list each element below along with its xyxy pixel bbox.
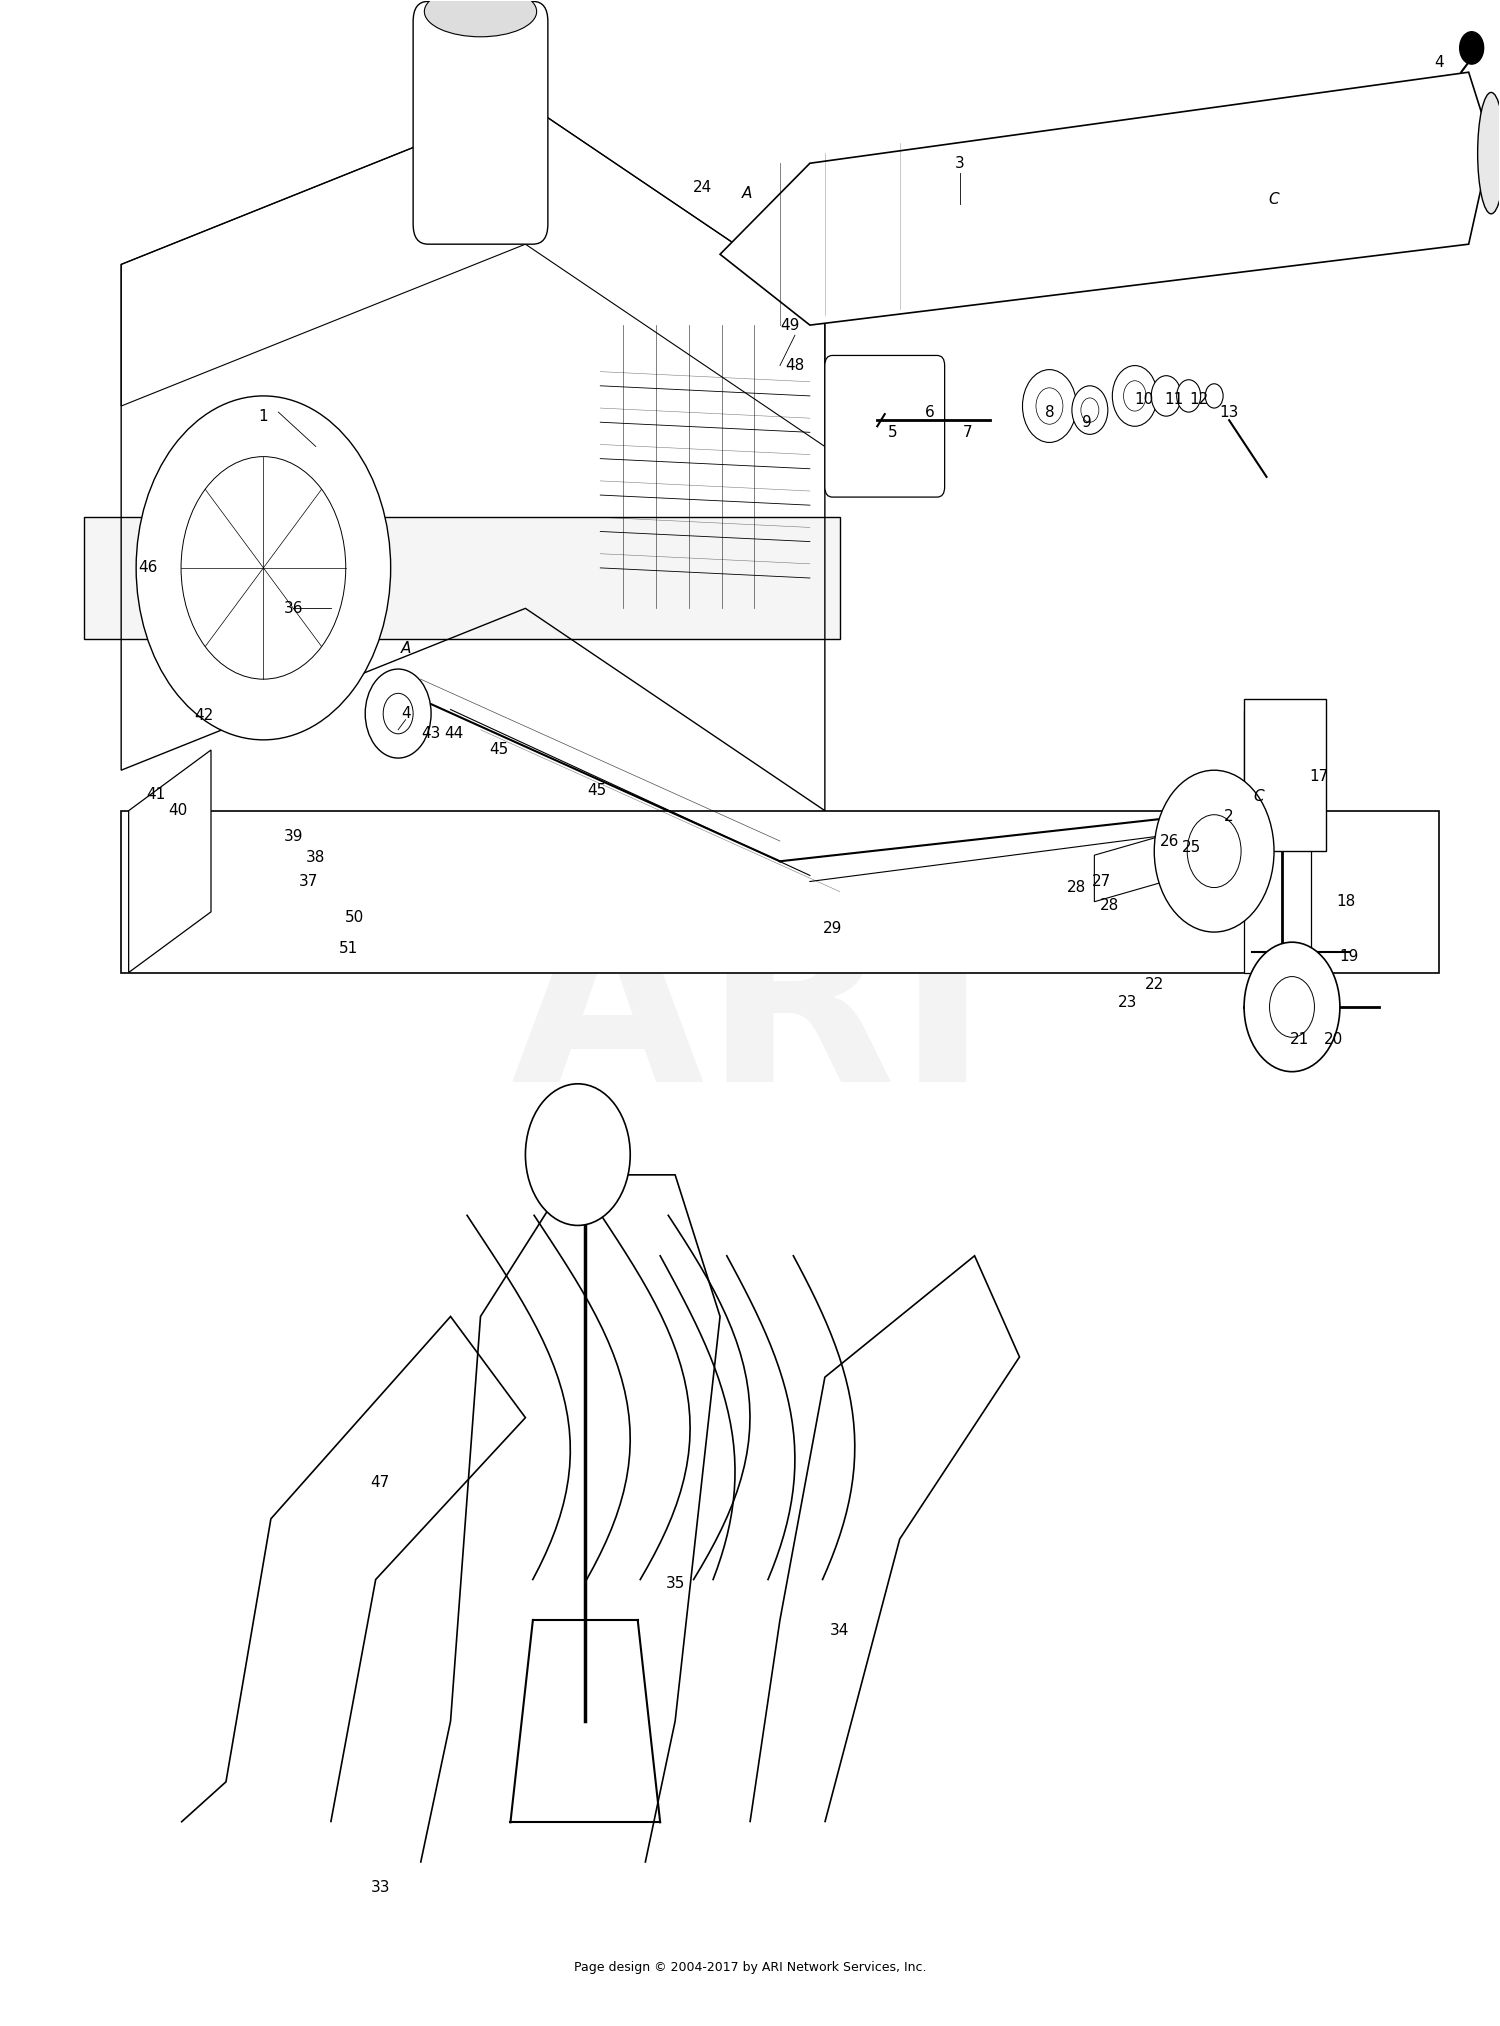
- Text: 12: 12: [1190, 393, 1209, 407]
- Text: 13: 13: [1220, 405, 1239, 419]
- Text: 7: 7: [963, 425, 972, 440]
- Text: 49: 49: [780, 318, 800, 332]
- Text: 41: 41: [146, 786, 165, 802]
- Text: 44: 44: [444, 725, 464, 742]
- Text: 20: 20: [1324, 1031, 1344, 1047]
- Text: 51: 51: [339, 940, 358, 956]
- Circle shape: [1244, 942, 1340, 1072]
- Text: 28: 28: [1066, 879, 1086, 895]
- Circle shape: [1204, 383, 1222, 407]
- Text: 4: 4: [400, 707, 411, 721]
- Text: 9: 9: [1082, 415, 1092, 430]
- Circle shape: [1072, 385, 1108, 434]
- Text: 43: 43: [422, 725, 441, 742]
- Circle shape: [1023, 369, 1077, 442]
- Text: 25: 25: [1182, 839, 1202, 855]
- Text: 27: 27: [1092, 873, 1112, 889]
- Text: 3: 3: [954, 156, 964, 170]
- Ellipse shape: [1478, 93, 1500, 215]
- Text: 19: 19: [1340, 948, 1359, 964]
- Text: 45: 45: [588, 782, 608, 798]
- Polygon shape: [1244, 709, 1311, 972]
- Text: 22: 22: [1144, 977, 1164, 993]
- Text: 23: 23: [1118, 995, 1137, 1011]
- Text: C: C: [1254, 788, 1264, 804]
- Text: 18: 18: [1336, 893, 1356, 910]
- Text: 38: 38: [306, 849, 326, 865]
- Text: 2: 2: [1224, 808, 1234, 825]
- Circle shape: [1152, 375, 1180, 415]
- Circle shape: [136, 395, 390, 739]
- Text: 17: 17: [1310, 768, 1329, 784]
- Text: A: A: [400, 642, 411, 656]
- Text: 21: 21: [1290, 1031, 1310, 1047]
- Text: C: C: [1269, 192, 1280, 207]
- Text: 29: 29: [822, 920, 842, 936]
- Text: 36: 36: [284, 602, 303, 616]
- Text: A: A: [742, 186, 752, 201]
- FancyBboxPatch shape: [413, 2, 548, 245]
- Polygon shape: [720, 73, 1491, 324]
- Text: 39: 39: [284, 829, 303, 845]
- Polygon shape: [129, 750, 212, 972]
- Circle shape: [525, 1084, 630, 1226]
- Ellipse shape: [424, 0, 537, 36]
- Text: 34: 34: [830, 1623, 849, 1637]
- Text: 47: 47: [370, 1475, 390, 1489]
- Text: 37: 37: [298, 873, 318, 889]
- Text: 28: 28: [1100, 898, 1119, 914]
- Polygon shape: [122, 103, 825, 446]
- Text: 46: 46: [138, 561, 158, 575]
- Polygon shape: [84, 517, 840, 638]
- FancyBboxPatch shape: [825, 355, 945, 496]
- Text: 10: 10: [1134, 393, 1154, 407]
- Text: 40: 40: [168, 802, 188, 819]
- FancyBboxPatch shape: [1244, 699, 1326, 851]
- Text: 24: 24: [693, 180, 711, 194]
- Circle shape: [1155, 770, 1274, 932]
- Polygon shape: [1095, 821, 1214, 902]
- Text: 11: 11: [1164, 393, 1184, 407]
- Text: ARI: ARI: [510, 891, 990, 1135]
- Text: 50: 50: [345, 910, 364, 926]
- Circle shape: [1460, 32, 1484, 65]
- Text: 1: 1: [258, 409, 268, 423]
- Text: 48: 48: [786, 359, 804, 373]
- Text: 6: 6: [926, 405, 934, 419]
- Circle shape: [1113, 365, 1156, 425]
- FancyBboxPatch shape: [122, 810, 1438, 972]
- Text: 45: 45: [489, 742, 508, 758]
- Text: 8: 8: [1044, 405, 1054, 419]
- Text: 5: 5: [888, 425, 897, 440]
- Text: 35: 35: [666, 1576, 686, 1590]
- Text: 4: 4: [1434, 55, 1443, 69]
- Circle shape: [1176, 379, 1200, 411]
- Text: 33: 33: [370, 1880, 390, 1894]
- Text: 42: 42: [194, 707, 213, 723]
- Text: 26: 26: [1160, 833, 1179, 849]
- Circle shape: [364, 669, 430, 758]
- Text: Page design © 2004-2017 by ARI Network Services, Inc.: Page design © 2004-2017 by ARI Network S…: [573, 1961, 926, 1975]
